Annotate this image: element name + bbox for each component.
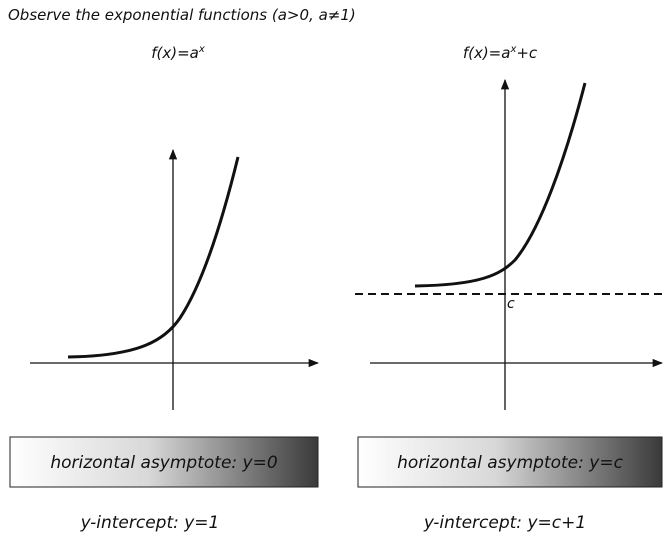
function-label: f(x)=ax+c	[463, 44, 538, 62]
function-exponent: x	[198, 44, 205, 55]
function-base: f(x)=a	[151, 44, 199, 62]
title: Observe the exponential functions (a>0, …	[8, 6, 356, 24]
function-exponent: x	[509, 44, 516, 55]
intercept-text: y-intercept: y=1	[80, 513, 220, 533]
curve	[414, 82, 587, 288]
asymptote-text: horizontal asymptote: y=c	[397, 453, 624, 473]
function-tail: +c	[516, 44, 538, 62]
asymptote-text: horizontal asymptote: y=0	[50, 453, 277, 473]
asymptote-marker: c	[507, 296, 515, 312]
curve	[67, 156, 240, 359]
asymptote-box	[9, 436, 319, 488]
function-label: f(x)=ax	[151, 44, 205, 62]
function-base: f(x)=a	[463, 44, 511, 62]
intercept-text: y-intercept: y=c+1	[423, 513, 586, 533]
asymptote-box	[357, 436, 663, 488]
